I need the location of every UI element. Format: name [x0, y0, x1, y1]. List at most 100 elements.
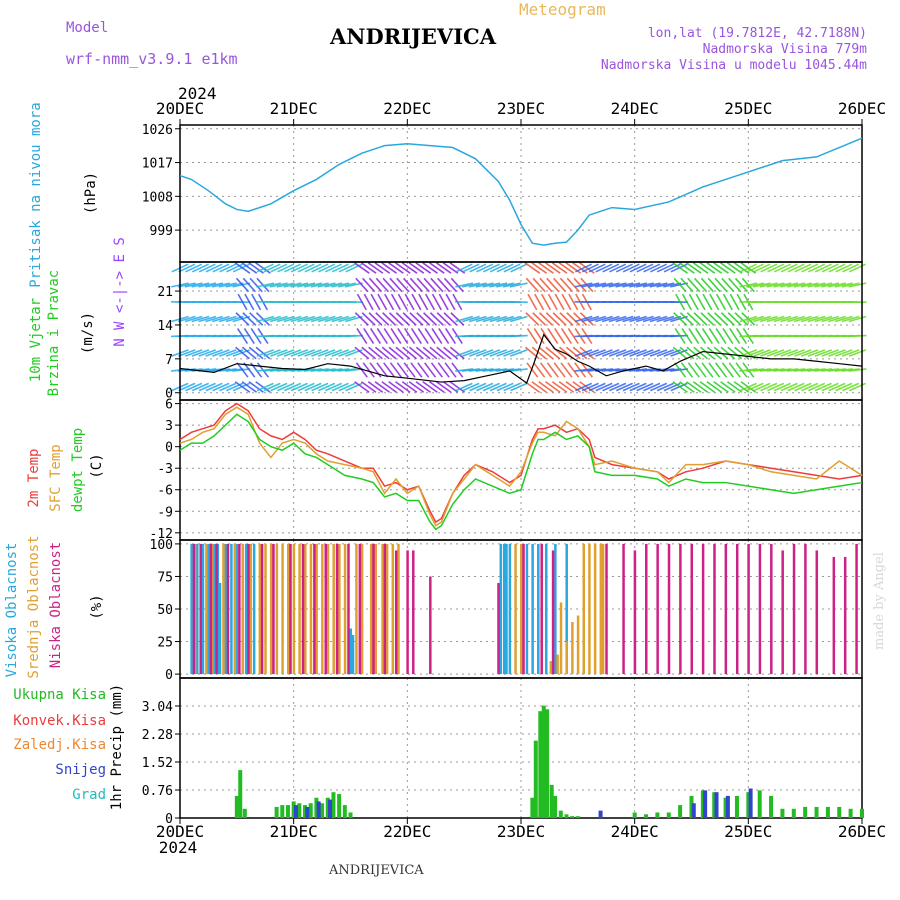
wind-barb — [397, 293, 408, 311]
precip-bar — [725, 795, 730, 818]
chart-kind-label: Meteogram — [519, 0, 606, 19]
precip-bar — [598, 810, 603, 818]
wind-barb — [553, 277, 567, 293]
wind-barb — [720, 262, 736, 274]
wind-barb — [601, 368, 620, 372]
cloud-bar — [269, 543, 273, 675]
wind-barb — [396, 277, 410, 293]
wind-barb — [766, 315, 785, 323]
cloud-bar — [520, 543, 523, 675]
wind-barb — [234, 381, 251, 393]
wind-barb — [388, 346, 404, 360]
wind-barb — [622, 315, 641, 323]
temp-ylabel-dew: dewpt Temp — [70, 428, 86, 512]
cloud-bar — [272, 543, 275, 675]
temp-line-2 — [179, 413, 863, 531]
wind-barb — [283, 382, 302, 392]
cloud-bar — [565, 543, 568, 675]
cloud-bar — [391, 543, 395, 675]
wind-barb — [526, 328, 538, 344]
wind-barb — [416, 277, 430, 293]
wind-barb — [545, 381, 561, 393]
wind-barb — [235, 346, 250, 360]
wind-barb — [538, 346, 554, 360]
wind-barb — [559, 312, 574, 326]
wind-barb — [248, 381, 264, 393]
wind-barb — [602, 382, 620, 392]
precip-bar — [791, 808, 796, 818]
wind-barb — [191, 315, 210, 323]
wind-barb — [702, 293, 713, 311]
wind-barb — [445, 293, 456, 311]
cloud-bar — [264, 543, 267, 675]
wind-barb — [438, 293, 449, 311]
wind-barb — [572, 262, 588, 274]
cloud-bar — [565, 641, 568, 675]
wind-barb — [574, 349, 593, 357]
cloud-bar — [289, 543, 292, 675]
wind-barb — [469, 382, 487, 392]
wind-barb — [574, 282, 593, 288]
pressure-ylabel: Pritisak na nivou mora — [28, 102, 44, 287]
cloud-unit: (%) — [89, 594, 105, 619]
cloud-bar — [347, 543, 350, 675]
wind-barb — [722, 328, 734, 344]
cloud-bar — [815, 550, 819, 675]
wind-barb — [451, 362, 464, 378]
wind-barb — [383, 362, 396, 378]
ytick-label: 999 — [150, 224, 173, 239]
cloud-bar — [540, 543, 543, 675]
cloud-bar — [315, 543, 318, 675]
cloud-bar — [537, 543, 540, 675]
wind-barb — [707, 312, 722, 326]
wind-barb — [650, 263, 668, 273]
wind-barb — [672, 346, 688, 360]
wind-barb — [546, 362, 559, 378]
cloud-bar — [324, 543, 327, 675]
wind-barb — [388, 262, 404, 274]
wind-barb — [841, 282, 860, 288]
wind-barb — [567, 362, 580, 378]
wind-barb — [622, 282, 641, 288]
wind-barb — [679, 262, 695, 274]
wind-barb — [384, 293, 395, 311]
wind-barb — [212, 349, 230, 357]
cloud-bar — [218, 582, 222, 675]
cloud-bar — [556, 654, 559, 675]
precip-bar — [308, 803, 313, 818]
wind-barb — [759, 368, 778, 372]
wind-barb — [835, 349, 853, 357]
wind-barb — [565, 381, 582, 393]
wind-barb — [687, 362, 700, 378]
wind-barb — [338, 382, 356, 392]
wind-barb — [714, 277, 728, 293]
wind-barb — [382, 277, 396, 293]
panel-frame-pressure — [179, 124, 863, 263]
cloud-bar — [499, 543, 503, 675]
wind-barb — [814, 263, 832, 273]
wind-barb — [602, 349, 620, 357]
wind-barb — [225, 368, 244, 372]
wind-barb — [700, 277, 715, 293]
wind-barb — [848, 349, 867, 357]
wind-barb — [354, 312, 369, 326]
wind-barb — [232, 368, 251, 372]
ytick-label: 0 — [165, 387, 173, 402]
cloud-bar — [406, 550, 409, 675]
wind-barb — [362, 277, 376, 293]
wind-barb — [794, 382, 812, 392]
wind-barb — [243, 328, 255, 344]
xtick-label-top: 21DEC — [270, 99, 318, 118]
wind-barb — [828, 349, 846, 357]
cloud-bar — [843, 556, 847, 675]
wind-barb — [656, 263, 674, 273]
wind-barb — [746, 282, 765, 288]
wind-barb — [449, 381, 466, 393]
wind-barb — [389, 277, 403, 293]
wind-barb — [834, 368, 853, 372]
wind-barb — [733, 262, 750, 274]
wind-barb — [369, 328, 382, 344]
wind-barb — [787, 368, 806, 372]
wind-barb — [842, 382, 860, 392]
wind-barb — [475, 282, 494, 288]
